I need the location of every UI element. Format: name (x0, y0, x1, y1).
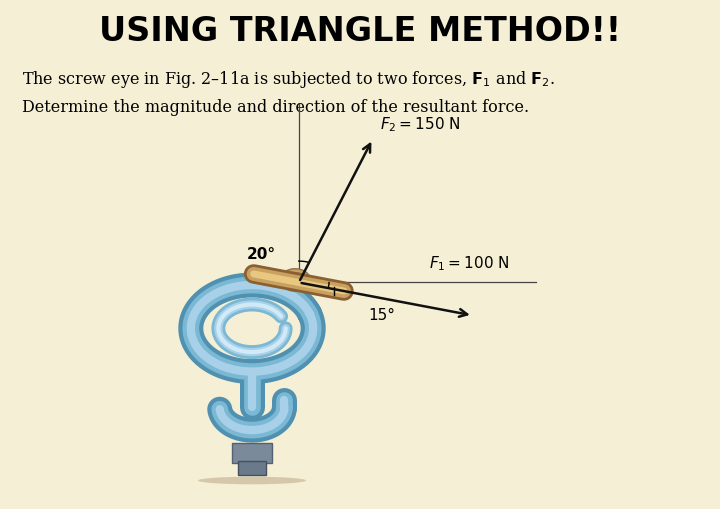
Bar (238, 461, 266, 475)
Ellipse shape (198, 476, 306, 485)
Text: 15°: 15° (368, 308, 395, 323)
Text: USING TRIANGLE METHOD!!: USING TRIANGLE METHOD!! (99, 15, 621, 48)
Text: Determine the magnitude and direction of the resultant force.: Determine the magnitude and direction of… (22, 99, 528, 116)
Text: The screw eye in Fig. 2–11a is subjected to two forces, $\mathbf{F}_1$ and $\mat: The screw eye in Fig. 2–11a is subjected… (22, 69, 554, 90)
Text: $F_1 = 100$ N: $F_1 = 100$ N (429, 254, 510, 273)
Text: $F_2 = 150$ N: $F_2 = 150$ N (380, 115, 460, 134)
Bar (232, 443, 271, 463)
Text: 20°: 20° (247, 247, 276, 262)
